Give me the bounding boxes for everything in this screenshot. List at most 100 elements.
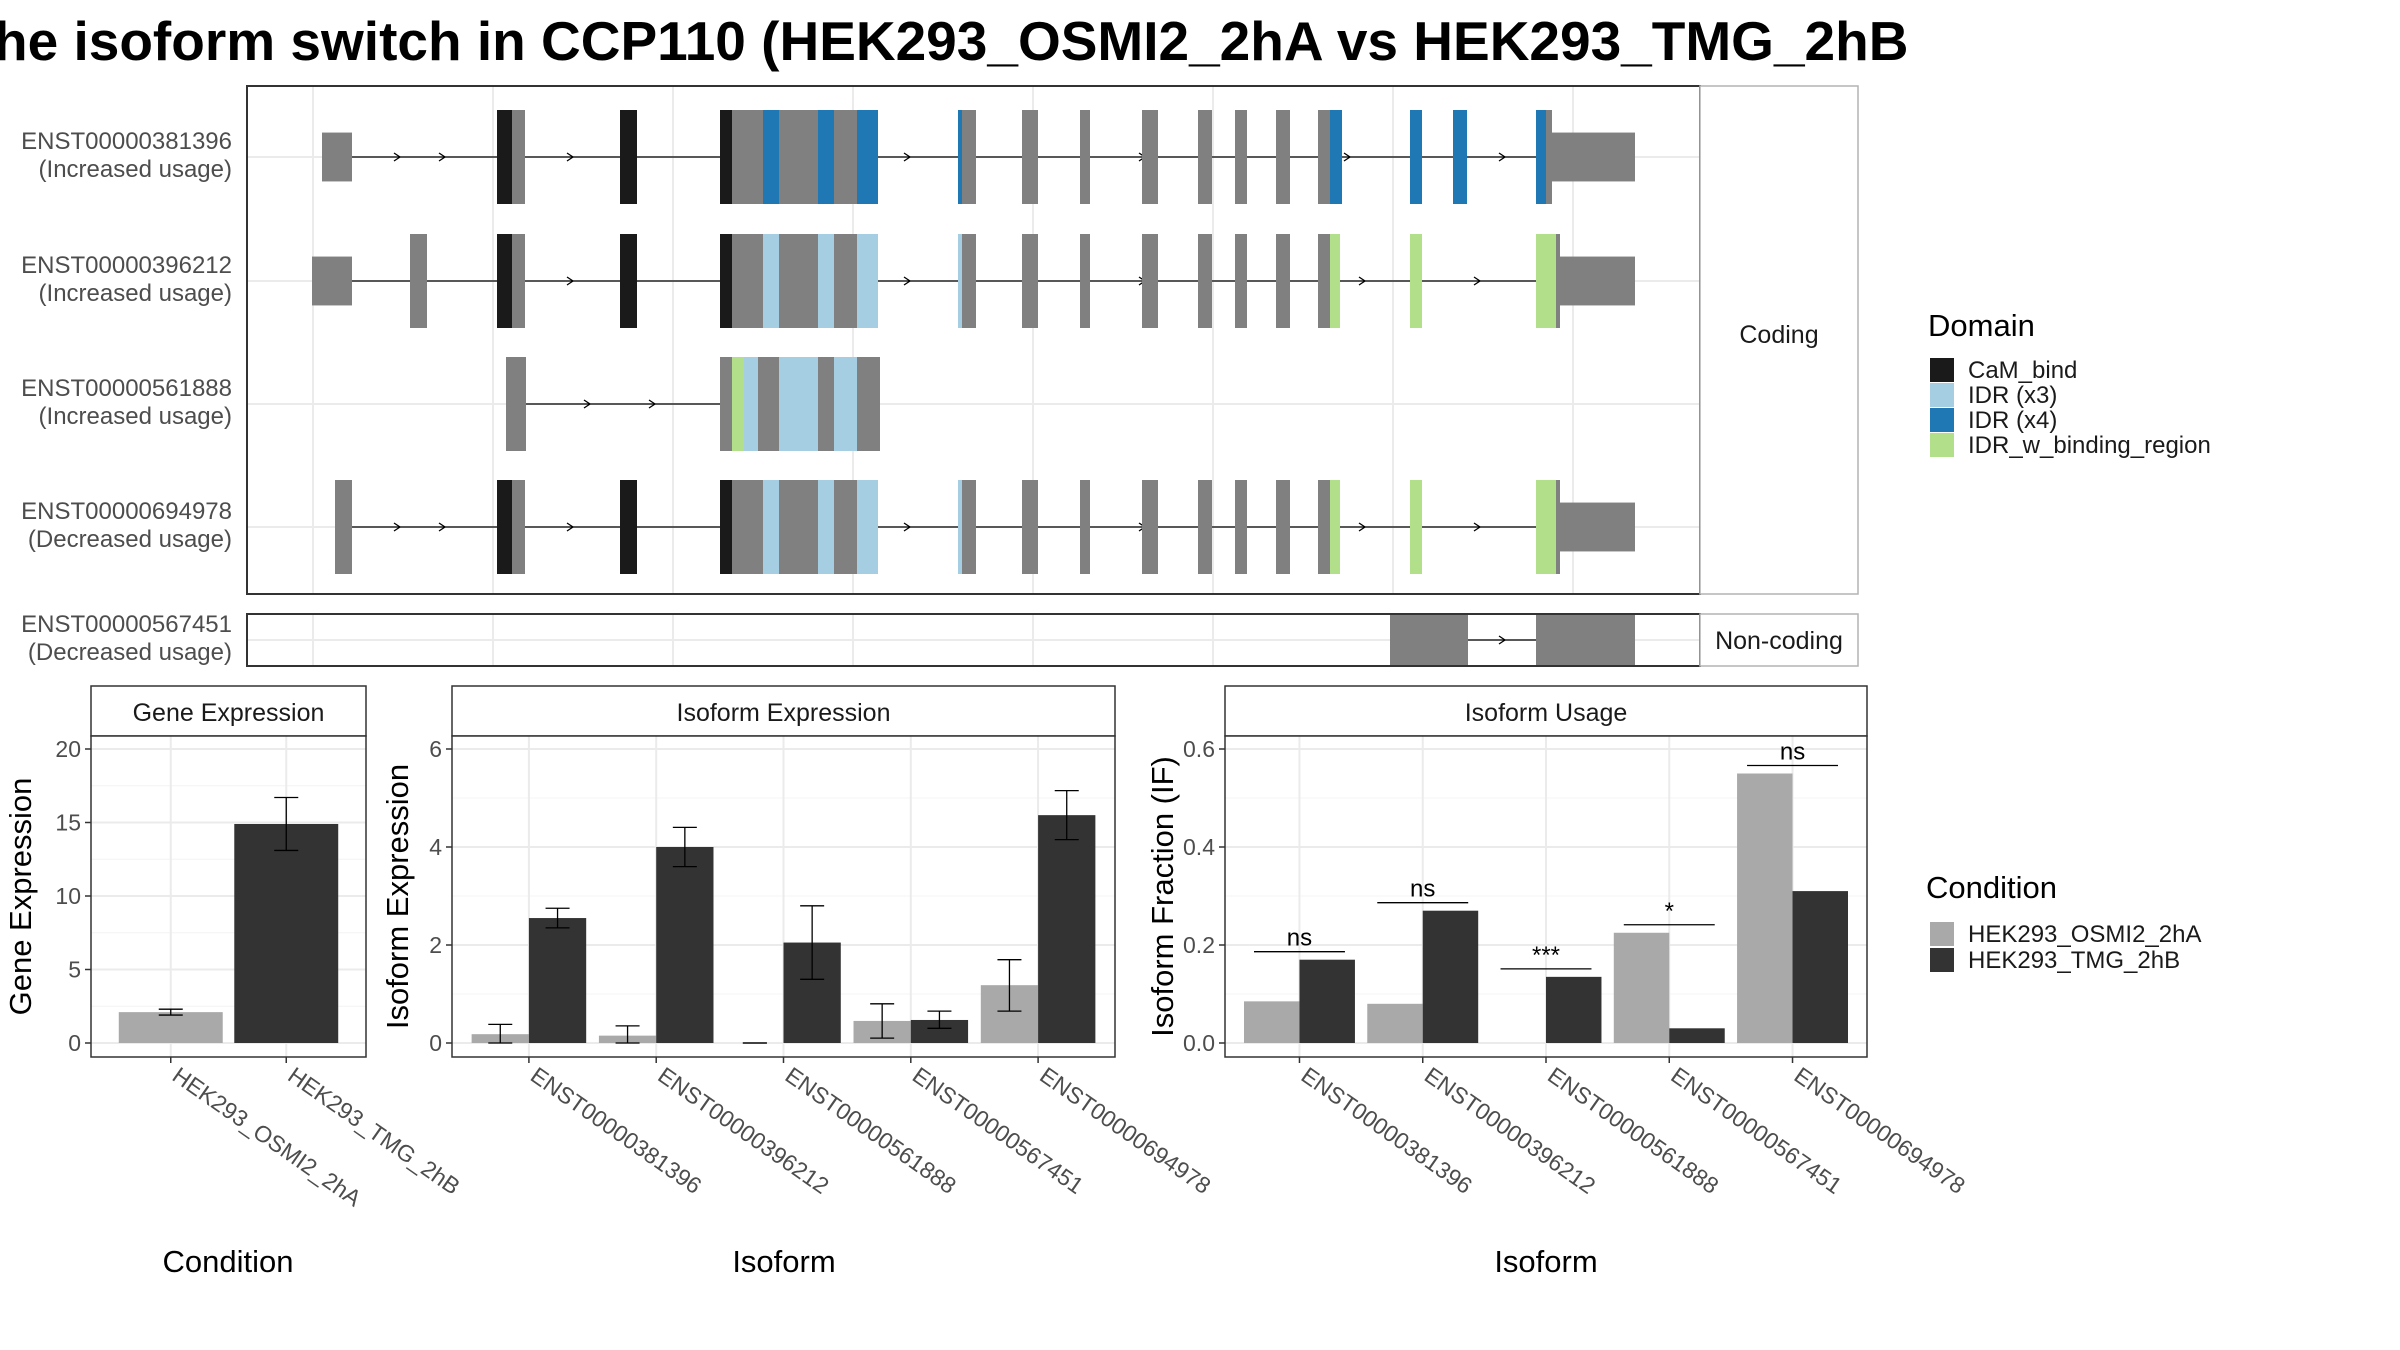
exon-segment: [732, 357, 744, 451]
exon-segment: [1080, 234, 1090, 328]
transcript-id-label: ENST00000561888: [21, 375, 232, 402]
strand-arrow: [1473, 522, 1482, 532]
exon-segment: [962, 110, 976, 204]
exon-segment: [779, 357, 818, 451]
exon-segment: [720, 480, 732, 574]
exon-segment: [857, 110, 878, 204]
exon-segment: [1536, 480, 1556, 574]
exon-segment: [335, 480, 352, 574]
strand-arrow: [1498, 152, 1507, 162]
exon-segment: [312, 256, 352, 306]
condition-legend-swatch: [1930, 948, 1954, 972]
exon-segment: [763, 110, 779, 204]
coding-transcript-tracks: [312, 110, 1635, 574]
strand-arrow: [1343, 152, 1352, 162]
y-tick-label: 4: [429, 834, 442, 860]
exon-segment: [512, 234, 525, 328]
bar: [234, 823, 339, 1043]
y-tick-label: 0.4: [1183, 834, 1215, 860]
bar: [1038, 815, 1096, 1043]
significance-label: ns: [1780, 739, 1805, 766]
exon-segment: [818, 357, 834, 451]
transcript-id-label: ENST00000396212: [21, 252, 232, 279]
noncoding-strip-label: Non-coding: [1715, 627, 1843, 655]
exon-segment: [620, 234, 637, 328]
exon-segment: [732, 234, 763, 328]
y-tick-label: 20: [55, 736, 81, 762]
condition-legend-swatch: [1930, 922, 1954, 946]
domain-legend-label: CaM_bind: [1968, 357, 2077, 384]
exon-segment: [1276, 110, 1290, 204]
x-tick-label: HEK293_OSMI2_2hA: [168, 1062, 367, 1212]
exon-segment: [1022, 480, 1038, 574]
panel-strip: [451, 685, 1116, 737]
exon-segment: [1552, 132, 1635, 182]
bar: [1244, 1001, 1300, 1043]
exon-segment: [763, 480, 779, 574]
exon-segment: [962, 480, 976, 574]
exon-segment: [1410, 234, 1422, 328]
exon-segment: [818, 480, 834, 574]
panel-strip-title: Gene Expression: [133, 699, 325, 727]
y-axis-title: Isoform Expression: [380, 764, 415, 1029]
y-tick-label: 0.0: [1183, 1030, 1215, 1056]
significance-label: *: [1665, 898, 1674, 925]
y-tick-label: 0.2: [1183, 932, 1215, 958]
panel-strip: [1224, 685, 1868, 737]
strand-arrow: [566, 152, 575, 162]
bar: [656, 847, 714, 1043]
y-tick-label: 6: [429, 736, 442, 762]
exon-segment: [857, 480, 878, 574]
exon-segment: [1235, 234, 1247, 328]
bar: [1367, 1003, 1423, 1043]
exon-segment: [962, 234, 976, 328]
exon-segment: [497, 110, 512, 204]
exon-segment: [1142, 110, 1158, 204]
exon-segment: [1410, 480, 1422, 574]
strand-arrow: [903, 152, 912, 162]
exon-segment: [1142, 234, 1158, 328]
exon-segment: [744, 357, 758, 451]
exon-segment: [857, 234, 878, 328]
transcript-panel: Coding Non-coding ENST00000381396(Increa…: [21, 85, 1859, 667]
exon-segment: [512, 110, 525, 204]
exon-segment: [834, 234, 857, 328]
exon-segment: [1560, 502, 1635, 552]
domain-legend-swatch: [1930, 433, 1954, 457]
transcript-labels: ENST00000381396(Increased usage)ENST0000…: [21, 128, 232, 666]
y-tick-label: 0: [68, 1030, 81, 1056]
exon-segment: [1276, 480, 1290, 574]
exon-segment: [1390, 614, 1468, 666]
exon-segment: [1142, 480, 1158, 574]
strand-arrow: [583, 399, 592, 409]
exon-segment: [958, 234, 962, 328]
strand-arrow: [393, 152, 402, 162]
figure-title: he isoform switch in CCP110 (HEK293_OSMI…: [0, 10, 1908, 72]
strand-arrow: [438, 522, 447, 532]
bar: [1737, 773, 1793, 1043]
exon-segment: [1198, 234, 1212, 328]
significance-label: ***: [1532, 942, 1560, 969]
x-axis-title: Isoform: [732, 1244, 835, 1279]
exon-segment: [958, 480, 962, 574]
y-tick-label: 2: [429, 932, 442, 958]
exon-segment: [1235, 480, 1247, 574]
bar: [1546, 976, 1602, 1043]
transcript-id-label: ENST00000381396: [21, 128, 232, 155]
exon-segment: [1546, 110, 1552, 204]
y-tick-label: 15: [55, 810, 81, 836]
noncoding-transcript-tracks: [1390, 614, 1635, 666]
bar: [1792, 891, 1848, 1043]
exon-segment: [497, 480, 512, 574]
exon-segment: [818, 110, 834, 204]
exon-segment: [322, 132, 352, 182]
transcript-usage-label: (Decreased usage): [28, 526, 232, 553]
significance-label: ns: [1287, 925, 1312, 952]
exon-segment: [1330, 480, 1340, 574]
exon-segment: [410, 234, 427, 328]
exon-segment: [1318, 480, 1330, 574]
coding-strip: [1699, 85, 1859, 595]
